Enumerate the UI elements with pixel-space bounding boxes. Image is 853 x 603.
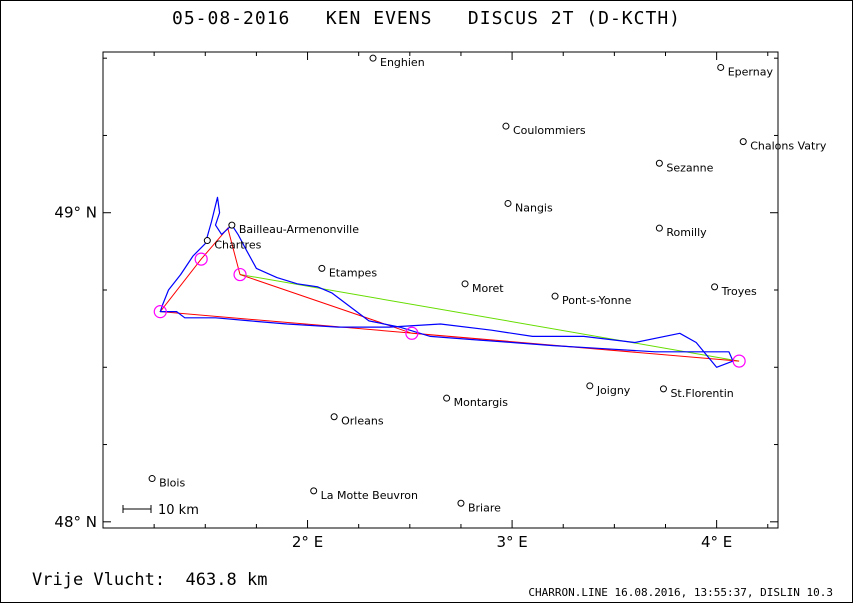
- place-label: Romilly: [666, 226, 707, 239]
- flight-track-layer: [159, 196, 734, 368]
- place-label: Chalons Vatry: [750, 140, 827, 153]
- place-marker: [443, 394, 451, 402]
- turnpoint-marker: [153, 305, 167, 319]
- place-marker: [551, 292, 559, 300]
- place-marker: [461, 280, 469, 288]
- place-marker: [586, 382, 594, 390]
- place-label: Bailleau-Armenonville: [239, 223, 359, 236]
- place-label: Briare: [468, 501, 501, 514]
- place-label: La Motte Beuvron: [321, 489, 418, 502]
- place-label: Etampes: [329, 266, 377, 279]
- place-marker: [228, 221, 236, 229]
- axis-ticks: 2° E 3° E 4° E 49° N 48° N: [54, 52, 778, 551]
- place-marker: [148, 475, 156, 483]
- place-marker: [659, 385, 667, 393]
- place-marker: [203, 237, 211, 245]
- y-tick-label: 49° N: [54, 204, 97, 222]
- place-label: Moret: [472, 282, 504, 295]
- place-marker: [310, 487, 318, 495]
- place-label: Pont-s-Yonne: [562, 294, 632, 307]
- x-tick-label: 4° E: [701, 533, 732, 551]
- place-marker: [717, 63, 725, 71]
- place-marker: [711, 283, 719, 291]
- place-label: Nangis: [515, 201, 553, 214]
- place-label: Coulommiers: [513, 124, 586, 137]
- place-marker: [457, 499, 465, 507]
- flight-track: [159, 196, 734, 368]
- place-label: Montargis: [454, 396, 509, 409]
- y-tick-label: 48° N: [54, 513, 97, 531]
- turnpoint-layer: [153, 252, 746, 368]
- scale-bar: 10 km: [122, 503, 199, 518]
- place-marker: [369, 54, 377, 62]
- turnpoint-marker: [732, 354, 746, 368]
- place-label: Sezanne: [666, 161, 713, 174]
- place-label: Enghien: [380, 56, 425, 69]
- place-label: St.Florentin: [670, 387, 733, 400]
- place-marker: [655, 224, 663, 232]
- turnpoint-marker: [194, 252, 208, 266]
- turnpoint-marker: [233, 267, 247, 282]
- distance-readout: Vrije Vlucht: 463.8 km: [32, 570, 267, 590]
- distance-value: 463.8 km: [185, 570, 268, 590]
- turnpoint-marker: [405, 326, 419, 340]
- map-axes-box: [102, 51, 779, 529]
- place-marker: [502, 122, 510, 130]
- x-tick-label: 3° E: [496, 533, 527, 551]
- place-label: Blois: [159, 477, 185, 490]
- place-marker: [330, 413, 338, 421]
- place-marker: [739, 138, 747, 146]
- place-label: Orleans: [341, 415, 384, 428]
- place-label: Troyes: [721, 285, 757, 298]
- place-label: Chartres: [214, 239, 261, 252]
- places-layer: Enghien Epernay Coulommiers Chalons Vatry Se…: [148, 54, 827, 514]
- x-tick-label: 2° E: [292, 533, 323, 551]
- place-label: Epernay: [728, 65, 774, 78]
- place-label: Joigny: [596, 384, 631, 397]
- distance-label: Vrije Vlucht:: [32, 570, 166, 590]
- place-marker: [318, 264, 326, 272]
- place-marker: [655, 159, 663, 167]
- credit-line: CHARRON.LINE 16.08.2016, 13:55:37, DISLI…: [528, 586, 833, 599]
- page-title: 05-08-2016 KEN EVENS DISCUS 2T (D-KCTH): [172, 8, 681, 29]
- scale-bar-label: 10 km: [158, 503, 199, 518]
- place-marker: [504, 199, 512, 207]
